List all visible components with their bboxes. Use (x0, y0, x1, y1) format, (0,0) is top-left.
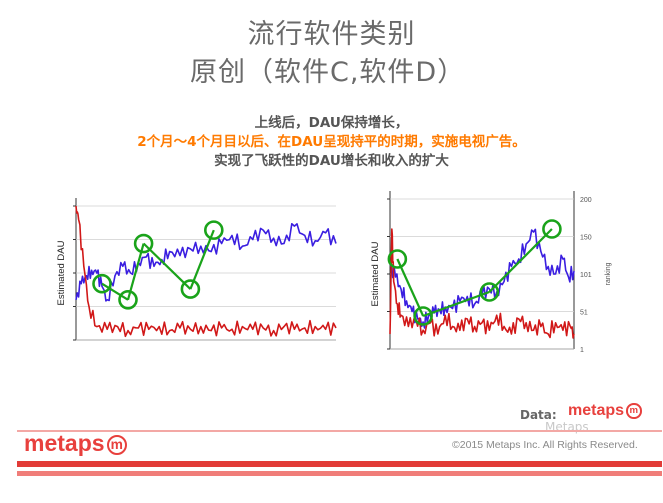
y2-tick-label: 51 (580, 310, 588, 317)
description-line-1: 上线后，DAU保持增长， (254, 115, 409, 131)
ranking-series-line (389, 228, 575, 339)
footer-divider-top (17, 430, 662, 432)
footer-bar-light (17, 471, 662, 476)
y-axis-label: Estimated DAU (370, 241, 381, 306)
trend-arrow (189, 229, 215, 290)
dau-series-line (389, 228, 575, 329)
y2-tick-label: 150 (580, 235, 592, 242)
trend-arrow (101, 282, 129, 301)
description-line-2-highlight: 2个月～4个月目以后、在DAU呈现持平的时期，实施电视广告。 (137, 134, 526, 150)
highlight-circle (542, 219, 562, 239)
dau-series-line (75, 222, 337, 302)
highlight-circle (387, 249, 408, 269)
metaps-logo-small: metaps m (568, 402, 642, 420)
copyright-text: ©2015 Metaps Inc. All Rights Reserved. (452, 439, 638, 451)
logo-small-text: metaps (568, 402, 625, 419)
trend-arrow (422, 290, 490, 318)
y2-tick-label: 1 (580, 347, 584, 354)
highlight-circle (118, 290, 138, 310)
page-subtitle: 原创（软件C,软件D） (190, 57, 466, 88)
dau-chart-left: Estimated DAU (56, 198, 337, 341)
y2-tick-label: 101 (580, 272, 592, 279)
highlight-circle (479, 282, 500, 302)
logo-small-mark: m (626, 403, 642, 419)
y2-axis-label: ranking (605, 262, 612, 285)
y-axis-label: Estimated DAU (56, 240, 67, 305)
dau-ranking-chart-right: 200 150 101 51 1 Estimated DAU ranking (370, 191, 612, 354)
ranking-series-line (75, 205, 337, 338)
highlight-circle (204, 220, 224, 240)
metaps-logo: metaps m (24, 430, 128, 457)
logo-big-text: metaps (24, 430, 105, 456)
highlight-circle (92, 273, 112, 294)
trend-arrow (396, 258, 425, 317)
data-source-label: Data: (520, 408, 557, 422)
y2-tick-label: 200 (580, 197, 592, 204)
trend-arrow (142, 242, 192, 290)
footer-bar-dark (17, 461, 662, 467)
trend-arrow (488, 228, 553, 293)
logo-big-mark: m (106, 434, 128, 456)
highlight-circle (180, 279, 201, 299)
highlight-circle (133, 233, 154, 254)
page-title: 流行软件类别 (247, 19, 416, 50)
description-line-3: 实现了飞跃性的DAU增长和收入的扩大 (214, 153, 449, 169)
highlight-circle (413, 306, 433, 326)
